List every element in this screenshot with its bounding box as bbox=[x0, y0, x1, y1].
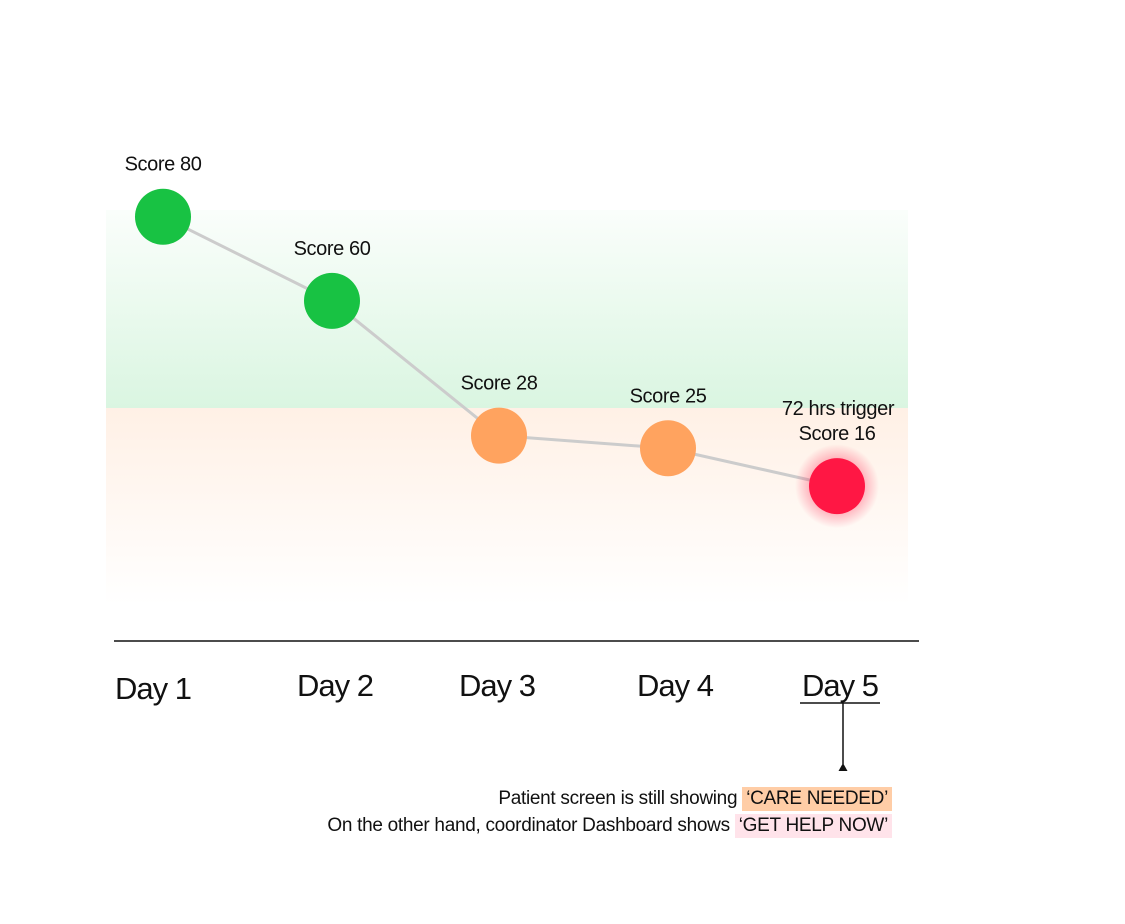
point-label: Score 16 bbox=[799, 423, 876, 445]
x-tick-label: Day 2 bbox=[297, 668, 373, 703]
annotation-line-2: On the other hand, coordinator Dashboard… bbox=[0, 814, 892, 838]
care-needed-highlight: ‘CARE NEEDED’ bbox=[742, 787, 892, 811]
green-zone bbox=[106, 210, 908, 408]
x-tick-label: Day 3 bbox=[459, 668, 535, 703]
annotation-line-1-text: Patient screen is still showing bbox=[498, 788, 743, 809]
trigger-label: 72 hrs trigger bbox=[782, 398, 895, 420]
point-label: Score 28 bbox=[461, 373, 538, 395]
data-point bbox=[304, 272, 360, 329]
x-tick-label: Day 4 bbox=[637, 668, 714, 703]
x-tick-label: Day 5 bbox=[802, 668, 878, 703]
annotation-line-1: Patient screen is still showing ‘CARE NE… bbox=[0, 787, 892, 811]
point-label: Score 60 bbox=[294, 238, 371, 260]
get-help-now-highlight: ‘GET HELP NOW’ bbox=[734, 814, 892, 838]
data-point bbox=[135, 188, 191, 245]
point-label: Score 25 bbox=[630, 385, 707, 407]
data-point bbox=[471, 407, 527, 464]
annotation-line-2-text: On the other hand, coordinator Dashboard… bbox=[327, 815, 735, 836]
data-point bbox=[809, 458, 865, 515]
data-point bbox=[640, 420, 696, 477]
point-label: Score 80 bbox=[125, 154, 202, 176]
x-tick-label: Day 1 bbox=[115, 671, 191, 706]
annotation-arrowhead bbox=[838, 763, 848, 771]
